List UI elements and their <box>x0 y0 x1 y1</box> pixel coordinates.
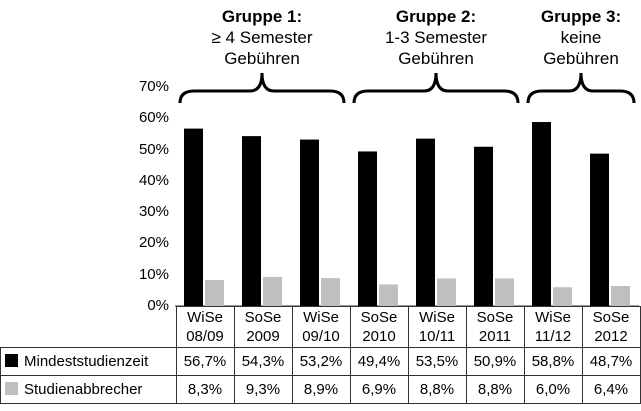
bar-studienabbrecher-4 <box>437 278 456 306</box>
x-tick-label: WiSe 10/11 <box>407 306 467 348</box>
bar-mindeststudienzeit-7 <box>590 153 609 306</box>
group-title: Gruppe 1: <box>221 7 303 26</box>
group-label-2: Gruppe 2: 1-3 Semester Gebühren <box>361 6 511 69</box>
group-subtitle-line: 1-3 Semester <box>384 28 488 47</box>
x-tick-label: SoSe 2012 <box>581 306 641 348</box>
bar-mindeststudienzeit-4 <box>416 138 435 306</box>
legend-label: Mindeststudienzeit <box>24 353 149 370</box>
data-label: 8,3% <box>175 375 235 404</box>
data-label: 53,5% <box>407 347 467 376</box>
legend-entry-mindeststudienzeit: Mindeststudienzeit <box>0 347 177 376</box>
group-subtitle-line: keine <box>560 28 602 47</box>
group-title: Gruppe 2: <box>395 7 477 26</box>
data-label: 54,3% <box>233 347 293 376</box>
bar-mindeststudienzeit-2 <box>300 139 319 306</box>
bar-studienabbrecher-7 <box>611 285 630 306</box>
data-label: 6,4% <box>581 375 641 404</box>
group-brace-1 <box>178 72 346 104</box>
series-row-studienabbrecher: Studienabbrecher 8,3% 9,3% 8,9% 6,9% 8,8% 8,8%… <box>0 375 641 404</box>
y-tick-label: 50% <box>138 140 169 158</box>
data-label: 8,9% <box>291 375 351 404</box>
group-label-3: Gruppe 3: keine Gebühren <box>506 6 641 69</box>
data-label: 53,2% <box>291 347 351 376</box>
group-subtitle-line: Gebühren <box>398 49 474 68</box>
y-tick-label: 30% <box>138 203 169 221</box>
y-tick-label: 40% <box>138 171 169 189</box>
group-subtitle-line: ≥ 4 Semester <box>211 28 313 47</box>
legend-swatch <box>5 354 18 367</box>
legend-entry-studienabbrecher: Studienabbrecher <box>0 375 177 404</box>
x-tick-label: WiSe 08/09 <box>175 306 235 348</box>
y-tick-label: 20% <box>138 234 169 252</box>
bar-studienabbrecher-0 <box>205 280 224 306</box>
data-label: 49,4% <box>349 347 409 376</box>
group-brace-2 <box>352 72 520 104</box>
bar-studienabbrecher-3 <box>379 284 398 306</box>
legend-swatch <box>5 382 18 395</box>
x-tick-label: SoSe 2011 <box>465 306 525 348</box>
bar-mindeststudienzeit-1 <box>242 136 261 306</box>
data-label: 58,8% <box>523 347 583 376</box>
data-label: 8,8% <box>407 375 467 404</box>
category-row: WiSe 08/09 SoSe 2009 WiSe 09/10 SoSe 2010 WiSe 10… <box>0 306 641 348</box>
x-tick-label: SoSe 2009 <box>233 306 293 348</box>
data-label: 9,3% <box>233 375 293 404</box>
bar-studienabbrecher-2 <box>321 278 340 306</box>
group-subtitle-line: Gebühren <box>224 49 300 68</box>
data-label: 6,9% <box>349 375 409 404</box>
bar-mindeststudienzeit-0 <box>184 128 203 306</box>
series-row-mindeststudienzeit: Mindeststudienzeit 56,7% 54,3% 53,2% 49,4% 53… <box>0 347 641 376</box>
bar-mindeststudienzeit-5 <box>474 146 493 306</box>
y-tick-label: 70% <box>138 78 169 95</box>
x-tick-label: SoSe 2010 <box>349 306 409 348</box>
x-tick-label: WiSe 11/12 <box>523 306 583 348</box>
group-label-1: Gruppe 1: ≥ 4 Semester Gebühren <box>187 6 337 69</box>
group-brace-3 <box>526 72 636 104</box>
data-label: 6,0% <box>523 375 583 404</box>
bar-mindeststudienzeit-6 <box>532 122 551 306</box>
data-table: WiSe 08/09 SoSe 2009 WiSe 09/10 SoSe 2010 WiSe 10… <box>0 306 641 404</box>
data-label: 8,8% <box>465 375 525 404</box>
data-label: 56,7% <box>175 347 235 376</box>
bar-studienabbrecher-6 <box>553 287 572 306</box>
y-tick-label: 60% <box>138 109 169 127</box>
bar-mindeststudienzeit-3 <box>358 151 377 306</box>
x-tick-label: WiSe 09/10 <box>291 306 351 348</box>
y-tick-label: 10% <box>138 265 169 283</box>
bar-studienabbrecher-1 <box>263 276 282 306</box>
group-title: Gruppe 3: <box>540 7 622 26</box>
bar-studienabbrecher-5 <box>495 278 514 306</box>
group-subtitle-line: Gebühren <box>543 49 619 68</box>
data-label: 50,9% <box>465 347 525 376</box>
data-label: 48,7% <box>581 347 641 376</box>
legend-label: Studienabbrecher <box>24 381 143 398</box>
